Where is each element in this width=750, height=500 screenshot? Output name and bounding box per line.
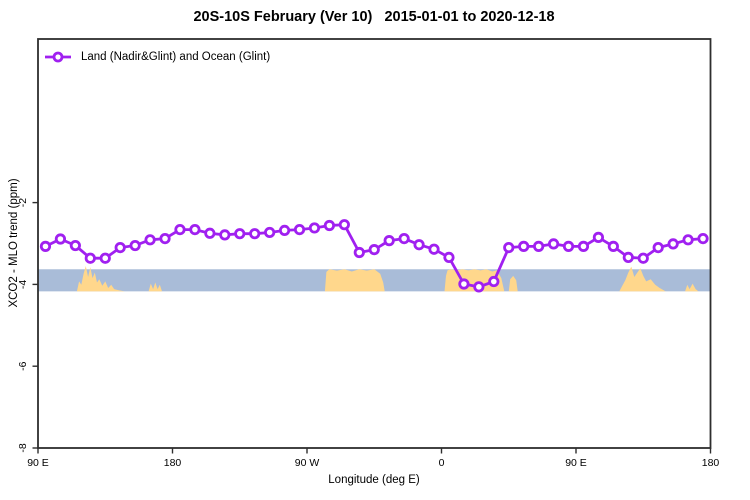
legend-label: Land (Nadir&Glint) and Ocean (Glint) bbox=[81, 51, 271, 63]
data-point-marker bbox=[99, 252, 111, 264]
data-point-marker bbox=[637, 252, 649, 264]
data-point-marker bbox=[204, 227, 216, 239]
plot-box bbox=[37, 38, 712, 449]
data-point-marker bbox=[39, 240, 52, 252]
data-point-marker bbox=[293, 223, 306, 236]
data-point-marker bbox=[547, 238, 560, 250]
data-point-marker bbox=[84, 252, 96, 264]
data-point-marker bbox=[278, 224, 291, 237]
y-axis-title: XCO2 - MLO trend (ppm) bbox=[8, 178, 20, 308]
data-point-marker bbox=[562, 240, 575, 252]
land-patch-melanesia-islands bbox=[148, 282, 162, 292]
data-point-marker bbox=[368, 244, 380, 256]
data-point-marker bbox=[249, 228, 261, 240]
x-tick-label: 90 E bbox=[27, 457, 49, 469]
data-point-marker bbox=[144, 234, 156, 246]
data-point-marker bbox=[114, 241, 126, 254]
x-tick-label: 180 bbox=[702, 457, 720, 469]
data-point-marker bbox=[219, 229, 231, 241]
data-point-marker bbox=[592, 231, 605, 243]
data-point-marker bbox=[338, 219, 350, 231]
x-tick-label: 90 W bbox=[295, 457, 320, 469]
land-patch-south-america bbox=[324, 269, 385, 292]
data-point-marker bbox=[667, 238, 679, 250]
data-point-marker bbox=[353, 246, 365, 259]
data-point-marker bbox=[174, 223, 186, 236]
legend-line-marker-icon bbox=[45, 51, 71, 63]
land-patch-madagascar bbox=[508, 275, 518, 292]
data-point-marker bbox=[129, 239, 141, 252]
chart-title: 20S-10S February (Ver 10) 2015-01-01 to … bbox=[193, 9, 555, 25]
data-point-marker bbox=[69, 239, 81, 252]
data-point-marker bbox=[428, 243, 440, 255]
data-point-marker bbox=[323, 219, 336, 232]
data-point-marker bbox=[234, 228, 246, 240]
legend: Land (Nadir&Glint) and Ocean (Glint) bbox=[44, 51, 270, 63]
y-tick-label: -8 bbox=[17, 443, 29, 452]
land-patch-indonesia-nw-australia bbox=[76, 266, 125, 292]
y-tick-label: -2 bbox=[17, 198, 29, 207]
data-point-marker bbox=[383, 235, 395, 247]
data-point-marker bbox=[413, 239, 425, 251]
data-point-marker bbox=[682, 234, 694, 246]
data-point-marker bbox=[607, 240, 619, 252]
data-point-marker bbox=[159, 232, 171, 245]
data-point-marker bbox=[398, 232, 410, 245]
data-point-marker bbox=[622, 251, 634, 264]
y-tick-label: -4 bbox=[17, 280, 29, 289]
data-point-marker bbox=[264, 226, 276, 239]
data-point-marker bbox=[697, 232, 709, 245]
land-patch-australia bbox=[619, 266, 666, 292]
data-point-marker bbox=[533, 240, 545, 252]
data-point-marker bbox=[488, 275, 500, 288]
data-point-marker bbox=[577, 240, 590, 252]
x-tick-label: 180 bbox=[164, 457, 182, 469]
data-point-marker bbox=[458, 278, 470, 290]
data-point-marker bbox=[652, 241, 664, 254]
data-point-marker bbox=[308, 222, 321, 234]
y-tick-label: -6 bbox=[17, 361, 29, 370]
data-point-marker bbox=[473, 281, 485, 293]
x-tick-label: 90 E bbox=[565, 457, 587, 469]
land-patch-pacific-islands bbox=[685, 283, 699, 292]
data-point-marker bbox=[503, 241, 515, 254]
x-axis-title: Longitude (deg E) bbox=[328, 474, 420, 486]
data-point-marker bbox=[189, 223, 201, 236]
data-point-marker bbox=[54, 233, 67, 245]
data-point-marker bbox=[518, 240, 530, 252]
x-tick-label: 0 bbox=[439, 457, 445, 469]
data-point-marker bbox=[443, 251, 455, 264]
